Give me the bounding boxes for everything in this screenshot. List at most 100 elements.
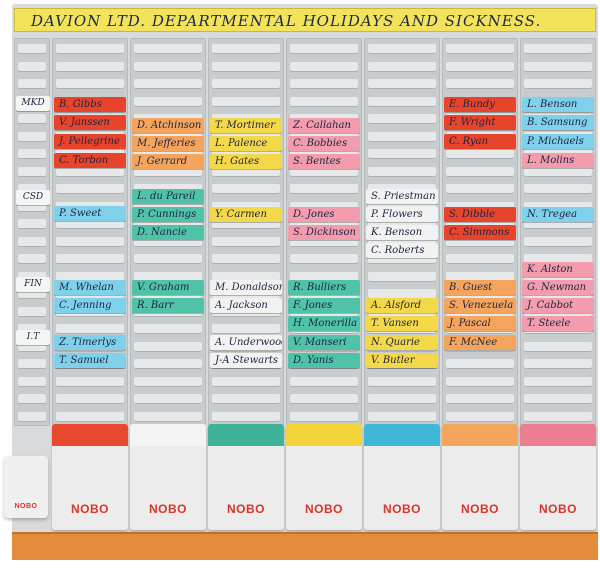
card-slot	[18, 114, 46, 124]
name-card[interactable]: F. Wright	[444, 115, 516, 130]
name-card[interactable]: C. Jenning	[54, 298, 126, 313]
name-card[interactable]: M. Jefferies	[132, 136, 204, 151]
card-slot	[134, 411, 202, 422]
name-card[interactable]: J. Pellegrine	[54, 134, 126, 149]
card-slot	[290, 254, 358, 264]
card-slot	[134, 341, 202, 352]
name-card[interactable]: V. Graham	[132, 280, 204, 295]
card-slot	[446, 44, 514, 54]
name-card[interactable]: J-A Stewarts	[210, 353, 282, 368]
name-card[interactable]: K. Alston	[522, 262, 594, 277]
name-card[interactable]: B. Samsung	[522, 115, 594, 130]
card-slot	[18, 324, 46, 334]
name-card[interactable]: J. Pascal	[444, 316, 516, 331]
card-slot	[446, 184, 514, 194]
name-card[interactable]: G. Newman	[522, 280, 594, 295]
name-card[interactable]: R. Bulliers	[288, 280, 360, 295]
name-card[interactable]: K. Benson	[366, 225, 438, 240]
name-card[interactable]: D. Jones	[288, 207, 360, 222]
card-slot	[18, 166, 46, 177]
name-card[interactable]: J. Cabbot	[522, 298, 594, 313]
card-slot	[524, 184, 592, 194]
small-tray-brand: NOBO	[14, 503, 38, 510]
name-card[interactable]: C. Torbon	[54, 153, 126, 168]
name-card[interactable]: V. Manseri	[288, 335, 360, 350]
name-card[interactable]: P. Michaels	[522, 134, 594, 149]
name-card[interactable]: E. Bundy	[444, 97, 516, 112]
card-slot	[368, 236, 436, 247]
card-slot	[18, 289, 46, 299]
name-card[interactable]: C. Simmons	[444, 225, 516, 240]
name-card[interactable]: M. Donaldson	[210, 280, 282, 295]
name-card[interactable]: N. Tregea	[522, 207, 594, 222]
name-card[interactable]: F. Jones	[288, 298, 360, 313]
name-card[interactable]: T. Vansen	[366, 316, 438, 331]
card-slot	[524, 341, 592, 352]
name-card[interactable]: A. Jackson	[210, 298, 282, 313]
name-card[interactable]: T. Steele	[522, 316, 594, 331]
card-tray-3: NOBO	[208, 424, 284, 530]
name-card[interactable]: A. Alsford	[366, 298, 438, 313]
name-card[interactable]: L. Benson	[522, 97, 594, 112]
card-tray-4: NOBO	[286, 424, 362, 530]
name-card[interactable]: H. Monerilla	[288, 316, 360, 331]
name-card[interactable]: S. Dickinson	[288, 225, 360, 240]
card-slot	[446, 79, 514, 89]
card-slot	[290, 376, 358, 387]
card-slot	[18, 201, 46, 212]
name-card[interactable]: C. Roberts	[366, 243, 438, 258]
name-card[interactable]: V. Butler	[366, 353, 438, 368]
name-card[interactable]: C. Ryan	[444, 134, 516, 149]
card-slot	[368, 166, 436, 177]
dept-label-it: I.T	[16, 330, 50, 345]
card-slot	[56, 44, 124, 54]
name-card[interactable]: D. Nancie	[132, 225, 204, 240]
name-card[interactable]: N. Quarie	[366, 335, 438, 350]
card-slot	[56, 411, 124, 422]
card-slot	[524, 201, 592, 212]
name-card[interactable]: R. Barr	[132, 298, 204, 313]
name-card[interactable]: Z. Timerlys	[54, 335, 126, 350]
name-card[interactable]: L. Molins	[522, 153, 594, 168]
card-slot	[368, 289, 436, 299]
name-card[interactable]: S. Venezuela	[444, 298, 516, 313]
name-card[interactable]: P. Cunnings	[132, 207, 204, 222]
name-card[interactable]: B. Guest	[444, 280, 516, 295]
name-card[interactable]: D. Yanis	[288, 353, 360, 368]
card-slot	[18, 236, 46, 247]
name-card[interactable]: T. Mortimer	[210, 118, 282, 133]
name-card[interactable]: L. du Pareil	[132, 189, 204, 204]
card-slot	[524, 61, 592, 72]
card-slot	[212, 324, 280, 334]
name-card[interactable]: P. Sweet	[54, 206, 126, 221]
name-card[interactable]: B. Gibbs	[54, 97, 126, 112]
name-card[interactable]: Y. Carmen	[210, 207, 282, 222]
card-slot	[368, 201, 436, 212]
tray-brand-4: NOBO	[305, 502, 343, 516]
card-slot	[368, 411, 436, 422]
name-card[interactable]: L. Palence	[210, 136, 282, 151]
name-card[interactable]: S. Bentes	[288, 154, 360, 169]
card-slot	[446, 149, 514, 159]
name-card[interactable]: H. Gates	[210, 154, 282, 169]
name-card[interactable]: J. Gerrard	[132, 154, 204, 169]
name-card[interactable]: T. Samuel	[54, 353, 126, 368]
card-slot	[368, 114, 436, 124]
name-card[interactable]: C. Bobbies	[288, 136, 360, 151]
card-slot	[134, 254, 202, 264]
name-card[interactable]: P. Flowers	[366, 207, 438, 222]
name-card[interactable]: V. Janssen	[54, 115, 126, 130]
name-card[interactable]: A. Underwood	[210, 335, 282, 350]
tray-cap-5	[364, 424, 440, 446]
name-card[interactable]: D. Atchinson	[132, 118, 204, 133]
card-slot	[18, 394, 46, 404]
name-card[interactable]: F. McNee	[444, 335, 516, 350]
small-card-tray: NOBO	[4, 456, 48, 518]
name-card[interactable]: Z. Callahan	[288, 118, 360, 133]
name-card[interactable]: S. Priestman	[366, 189, 438, 204]
name-card[interactable]: S. Dibble	[444, 207, 516, 222]
name-card[interactable]: M. Whelan	[54, 280, 126, 295]
card-slot	[524, 376, 592, 387]
card-slot	[212, 236, 280, 247]
card-slot	[18, 359, 46, 369]
